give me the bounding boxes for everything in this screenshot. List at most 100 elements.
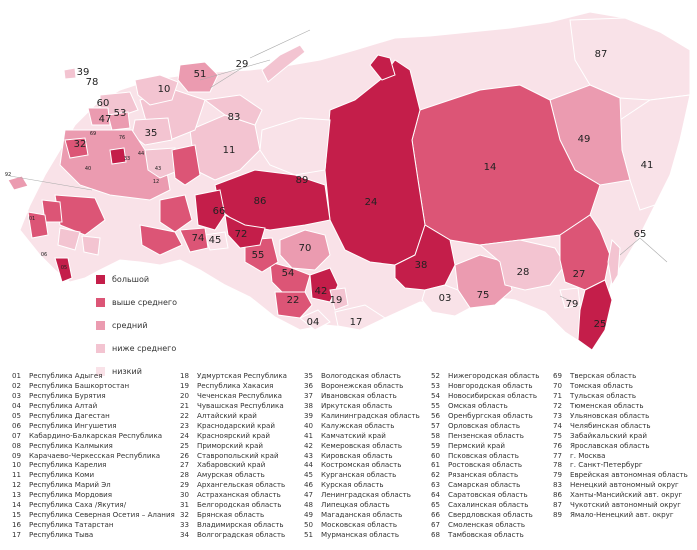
region-08 bbox=[57, 227, 81, 251]
region-name: Тверская область bbox=[570, 371, 637, 380]
region-name: Костромская область bbox=[321, 460, 402, 470]
region-code: 70 bbox=[553, 380, 563, 390]
region-code: 35 bbox=[304, 371, 314, 380]
region-code: 20 bbox=[180, 390, 190, 400]
region-list-item: 54 Новосибирская область bbox=[431, 391, 551, 401]
map-label-87: 87 bbox=[595, 49, 608, 60]
region-list-item: 29 Архангельская область bbox=[180, 480, 302, 490]
region-code: 05 bbox=[12, 410, 22, 420]
region-code: 34 bbox=[180, 530, 190, 539]
region-code: 37 bbox=[304, 390, 314, 400]
region-code: 79 bbox=[553, 470, 563, 480]
region-list-item: 28 Амурская область bbox=[180, 470, 302, 480]
region-32 bbox=[64, 137, 89, 159]
region-code: 59 bbox=[431, 440, 441, 450]
region-name: Камчатский край bbox=[321, 430, 386, 440]
region-list-item: 62 Рязанская область bbox=[431, 470, 551, 480]
region-name: Челябинская область bbox=[570, 420, 651, 430]
region-list-item: 09 Карачаево-Черкесская Республика bbox=[12, 451, 177, 461]
region-name: Новосибирская область bbox=[448, 390, 538, 400]
region-66 bbox=[194, 189, 226, 231]
region-code: 18 bbox=[180, 371, 190, 380]
map-label-03: 03 bbox=[439, 293, 452, 304]
region-name: Липецкая область bbox=[321, 500, 390, 510]
region-list-item: 16 Республика Татарстан bbox=[12, 520, 177, 530]
legend-label: выше среднего bbox=[112, 298, 177, 307]
region-list-item: 07 Кабардино-Балкарская Республика bbox=[12, 431, 177, 441]
region-list-item: 11 Республика Коми bbox=[12, 470, 177, 480]
region-list-item: 48 Липецкая область bbox=[304, 500, 429, 510]
region-name: Калининградская область bbox=[321, 410, 420, 420]
region-29-islands bbox=[261, 44, 306, 83]
region-name: Республика Саха /Якутия/ bbox=[29, 500, 127, 510]
region-list-item: 46 Курская область bbox=[304, 480, 429, 490]
map-label-92: 92 bbox=[5, 172, 11, 178]
region-name: Белгородская область bbox=[197, 500, 282, 510]
region-code: 45 bbox=[304, 470, 314, 480]
region-name: Ивановская область bbox=[321, 390, 397, 400]
region-code: 03 bbox=[12, 390, 22, 400]
region-list-item: 35 Вологодская область bbox=[304, 371, 429, 381]
region-list-item: 12 Республика Марий Эл bbox=[12, 480, 177, 490]
region-name: Ленинградская область bbox=[321, 490, 411, 500]
legend-swatch bbox=[96, 344, 105, 353]
region-list-column: 69 Тверская область 70 Томская область 71 Тул… bbox=[553, 371, 693, 520]
map-label-38: 38 bbox=[415, 260, 428, 271]
region-list-item: 71 Тульская область bbox=[553, 391, 693, 401]
region-list-item: 01 Республика Адыгея bbox=[12, 371, 177, 381]
map-label-70: 70 bbox=[299, 243, 312, 254]
region-10 bbox=[134, 74, 179, 106]
map-label-33: 33 bbox=[124, 156, 130, 162]
region-code: 09 bbox=[12, 450, 22, 460]
region-list-item: 74 Челябинская область bbox=[553, 421, 693, 431]
region-list-item: 26 Ставропольский край bbox=[180, 451, 302, 461]
region-code: 86 bbox=[553, 490, 563, 500]
region-65 bbox=[607, 238, 621, 287]
region-name: Ямало-Ненецкий авт. округ bbox=[570, 510, 674, 520]
region-list-item: 37 Ивановская область bbox=[304, 391, 429, 401]
region-list-item: 25 Приморский край bbox=[180, 441, 302, 451]
region-code: 72 bbox=[553, 400, 563, 410]
region-code: 32 bbox=[180, 510, 190, 520]
region-list-column: 52 Нижегородская область 53 Новгородская об… bbox=[431, 371, 551, 540]
region-code: 55 bbox=[431, 400, 441, 410]
region-name: Магаданская область bbox=[321, 510, 403, 520]
region-code: 54 bbox=[431, 390, 441, 400]
region-code: 41 bbox=[304, 430, 314, 440]
region-list-item: 34 Волгоградская область bbox=[180, 530, 302, 540]
region-list-item: 59 Пермский край bbox=[431, 441, 551, 451]
map-label-74: 74 bbox=[192, 233, 205, 244]
region-list-item: 56 Оренбургская область bbox=[431, 411, 551, 421]
region-code: 22 bbox=[180, 410, 190, 420]
region-list-item: 44 Костромская область bbox=[304, 460, 429, 470]
region-name: Хабаровский край bbox=[197, 460, 266, 470]
map-label-04: 04 bbox=[307, 317, 320, 328]
region-name: Республика Дагестан bbox=[29, 410, 110, 420]
region-list-item: 64 Саратовская область bbox=[431, 490, 551, 500]
region-name: Республика Хакасия bbox=[197, 380, 274, 390]
region-code: 61 bbox=[431, 460, 441, 470]
map-label-54: 54 bbox=[282, 268, 295, 279]
map-label-69: 69 bbox=[90, 131, 96, 137]
region-code: 02 bbox=[12, 380, 22, 390]
region-code: 40 bbox=[304, 420, 314, 430]
region-list-item: 27 Хабаровский край bbox=[180, 460, 302, 470]
region-56 bbox=[139, 224, 183, 256]
region-name: Саратовская область bbox=[448, 490, 528, 500]
region-name: Чукотский автономный округ bbox=[570, 500, 681, 510]
region-name: Калужская область bbox=[321, 420, 395, 430]
region-23 bbox=[27, 211, 49, 239]
legend-swatch bbox=[96, 298, 105, 307]
region-code: 77 bbox=[553, 450, 563, 460]
region-code: 15 bbox=[12, 510, 22, 520]
map-label-51: 51 bbox=[194, 69, 207, 80]
region-39 bbox=[63, 67, 77, 80]
region-60 bbox=[87, 107, 111, 126]
region-list-item: 43 Кировская область bbox=[304, 451, 429, 461]
region-name: Республика Бурятия bbox=[29, 390, 106, 400]
region-list-item: 41 Камчатский край bbox=[304, 431, 429, 441]
map-label-40: 40 bbox=[85, 166, 91, 172]
region-code: 13 bbox=[12, 490, 22, 500]
region-name: Иркутская область bbox=[321, 400, 393, 410]
region-name: Псковская область bbox=[448, 450, 519, 460]
